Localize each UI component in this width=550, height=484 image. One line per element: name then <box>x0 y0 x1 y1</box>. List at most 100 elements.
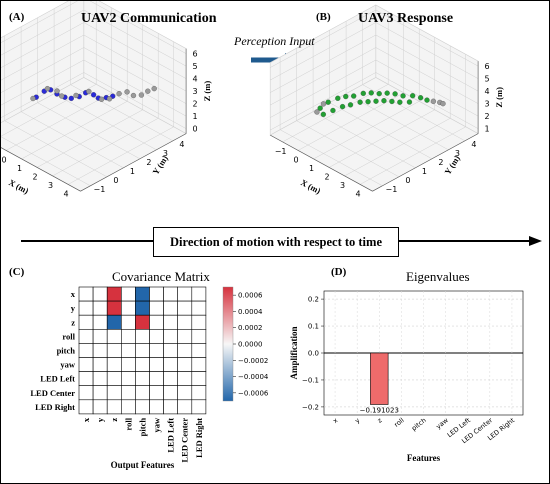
uav3-z-tick-label: 6 <box>485 62 490 71</box>
colorbar-tick-label: −0.0006 <box>238 389 269 397</box>
heatmap-cell <box>92 357 108 372</box>
uav2-z-gridline <box>1 59 187 117</box>
uav2-z-gridline <box>1 34 187 92</box>
uav2-y-gridline <box>70 1 174 142</box>
heatmap-cell <box>92 314 108 330</box>
uav3-point-green <box>343 93 349 100</box>
eigenvalue-chart: 0.2 0.1 0.0 −0.1 −0.2 x y −0.191023 z roll pitch ya… <box>289 290 524 463</box>
uav2-x-axis-line <box>1 147 81 192</box>
heatmap-cell <box>92 399 108 415</box>
uav3-y-tick-label: 1 <box>422 167 427 176</box>
title-uav2: UAV2 Communication <box>81 11 217 26</box>
heatmap-cell <box>177 300 193 316</box>
heatmap-cell <box>149 357 164 372</box>
heatmap-row-label: z <box>71 317 75 327</box>
uav3-point-green <box>406 99 413 105</box>
uav2-x-gridline <box>1 1 97 137</box>
time-arrow-head <box>529 236 542 246</box>
uav3-point-green <box>409 93 416 99</box>
heatmap-cell <box>78 357 94 372</box>
heatmap-cell <box>92 371 108 387</box>
uav3-x-tick-label: 3 <box>340 181 345 190</box>
heatmap-col-label: LED Right <box>194 418 204 458</box>
uav2-y-tick-label: 0 <box>113 176 118 185</box>
colorbar-tick-label: −0.0002 <box>238 357 268 365</box>
colorbar <box>222 286 234 402</box>
uav2-point-blue <box>68 95 74 102</box>
uav3-y-tick-label: 2 <box>438 158 443 167</box>
uav3-point-green <box>339 103 346 110</box>
heatmap-cell <box>177 385 193 401</box>
uav3-y-gridline <box>362 12 466 142</box>
heatmap-cell <box>177 314 193 330</box>
uav3-point-green <box>384 90 390 96</box>
panel-label-b: (B) <box>316 11 331 23</box>
heatmap-cell <box>163 399 179 415</box>
uav3-point-green <box>389 98 395 105</box>
uav3-point-green <box>381 98 387 104</box>
heatmap-cell <box>78 399 94 415</box>
uav3-point-green <box>392 91 398 97</box>
time-arrow <box>21 236 542 246</box>
heatmap-cell <box>106 343 122 358</box>
uav3-point-green <box>424 97 430 103</box>
heatmap-cell <box>191 314 207 330</box>
title-uav3: UAV3 Response <box>358 11 454 26</box>
heatmap-row-label: pitch <box>57 345 76 355</box>
heatmap-cell <box>78 328 94 344</box>
heatmap-cell <box>149 343 164 358</box>
uav2-point-blue <box>90 92 97 98</box>
heatmap-cell <box>149 328 164 344</box>
uav2-y-tick-label: 4 <box>179 140 184 149</box>
heatmap-cell <box>191 328 207 344</box>
heatmap-cell <box>106 399 122 415</box>
uav3-y-tick-label: 0 <box>405 176 410 185</box>
heatmap-row-label: y <box>71 303 76 313</box>
heatmap-cell <box>121 314 136 330</box>
uav3-z-axis-label: Z (m) <box>494 87 504 108</box>
heatmap-cell <box>121 385 136 401</box>
heatmap-cell <box>78 385 94 401</box>
uav3-point-green <box>417 95 424 101</box>
uav2-point-gray <box>130 92 137 99</box>
uav2-y-gridline <box>53 8 157 151</box>
uav3-point-green <box>397 99 403 105</box>
uav3-z-gridline <box>270 47 479 106</box>
uav2-point-gray <box>54 88 60 94</box>
uav3-point-green <box>368 90 374 96</box>
uav3-x-tick-label: −1 <box>275 147 287 156</box>
heatmap-cell <box>135 371 150 387</box>
eigen-x-tick-label: yaw <box>435 416 451 431</box>
uav3-z-gridline <box>270 34 479 93</box>
colorbar-tick-label: 0.0006 <box>238 292 263 300</box>
eigen-y-tick-label: 0.1 <box>308 323 319 331</box>
eigen-x-tick-label: y <box>353 416 361 425</box>
uav2-x-tick-label: 0 <box>2 155 7 164</box>
uav3-x-tick-label: 2 <box>325 172 330 181</box>
uav3-y-gridline <box>279 57 383 187</box>
heatmap-cell <box>177 343 193 358</box>
uav2-z-tick-label: 6 <box>193 50 198 59</box>
eigen-y-axis-label: Amplification <box>289 327 299 380</box>
uav3-y-gridline <box>296 48 400 178</box>
uav3-x-axis-label: X (m) <box>299 177 322 196</box>
heatmap-cell <box>78 343 94 358</box>
uav3-z-gridline <box>270 9 479 68</box>
uav2-z-gridline <box>1 9 187 67</box>
uav2-y-tick-label: 1 <box>130 167 135 176</box>
uav3-z-gridline <box>270 72 479 131</box>
uav3-z-gridline <box>270 22 479 81</box>
heatmap-cell <box>191 385 207 401</box>
uav2-z-tick-label: 1 <box>193 112 198 121</box>
heatmap-cell <box>92 328 108 344</box>
heatmap-cell <box>163 300 179 316</box>
panel-label-a: (A) <box>9 11 25 23</box>
uav2-point-gray <box>44 86 51 92</box>
colorbar-tick-label: 0.0000 <box>238 341 263 349</box>
uav3-z-tick-label: 2 <box>485 112 490 121</box>
uav3-x-gridline <box>297 20 404 151</box>
uav2-point-gray <box>73 92 79 99</box>
uav3-point-gray <box>314 109 320 115</box>
uav2-x-axis-label: X (m) <box>7 177 30 196</box>
